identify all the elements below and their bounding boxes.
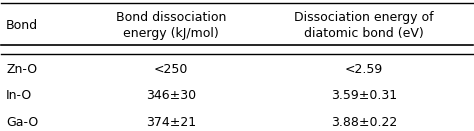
Text: 346±30: 346±30 [146, 89, 196, 102]
Text: In-O: In-O [6, 89, 32, 102]
Text: 374±21: 374±21 [146, 116, 196, 129]
Text: <250: <250 [154, 63, 188, 76]
Text: <2.59: <2.59 [345, 63, 383, 76]
Text: Ga-O: Ga-O [6, 116, 38, 129]
Text: 3.88±0.22: 3.88±0.22 [331, 116, 397, 129]
Text: 3.59±0.31: 3.59±0.31 [331, 89, 397, 102]
Text: Bond: Bond [6, 19, 38, 32]
Text: Zn-O: Zn-O [6, 63, 37, 76]
Text: Dissociation energy of
diatomic bond (eV): Dissociation energy of diatomic bond (eV… [294, 11, 434, 40]
Text: Bond dissociation
energy (kJ/mol): Bond dissociation energy (kJ/mol) [116, 11, 226, 40]
